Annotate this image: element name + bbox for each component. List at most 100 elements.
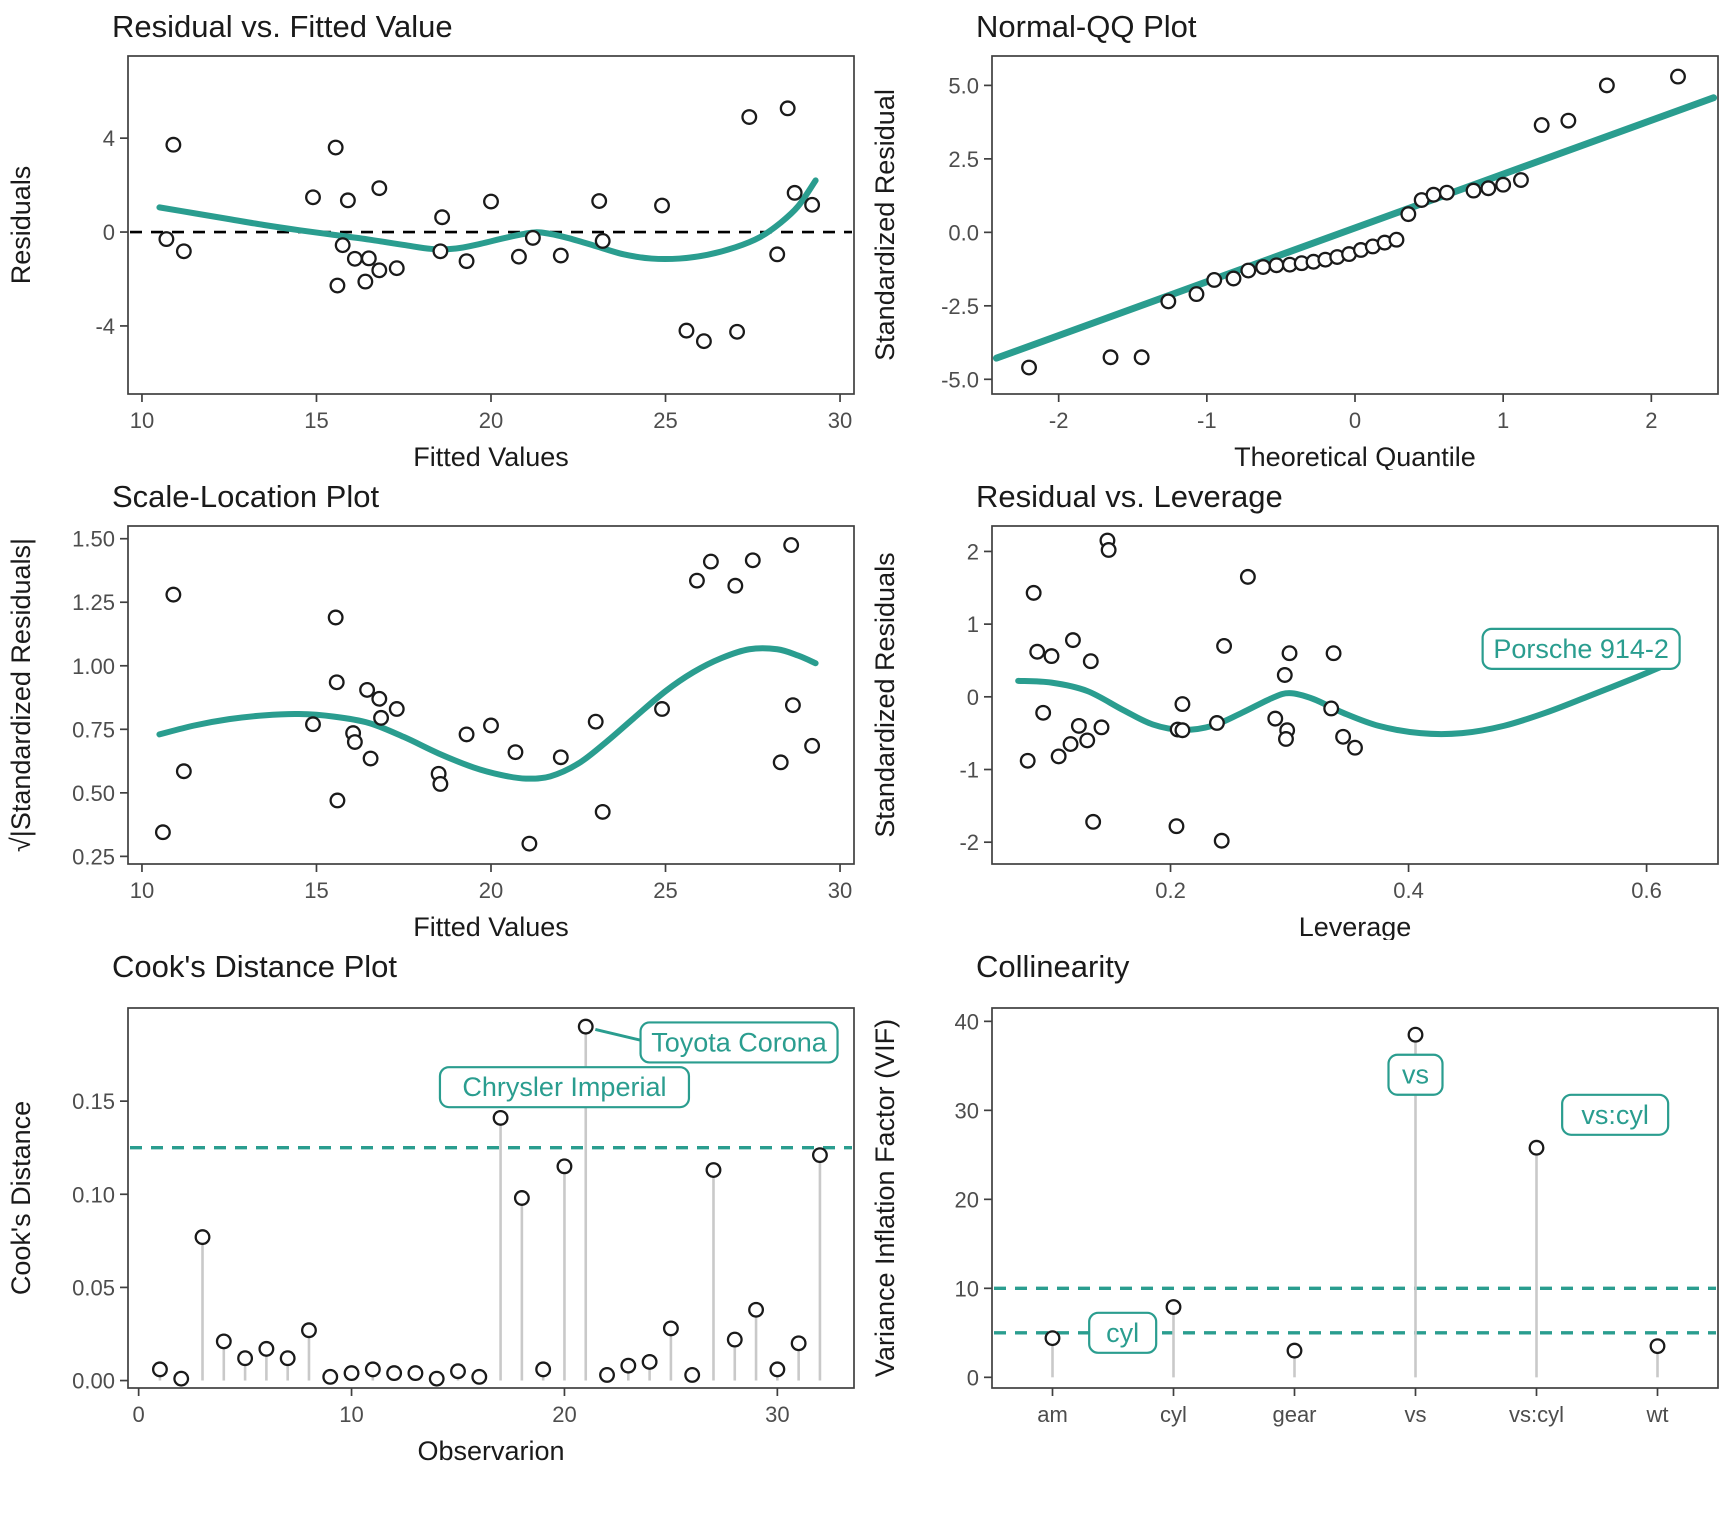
data-point — [158, 231, 175, 248]
data-point — [450, 1363, 466, 1380]
data-point — [620, 1357, 637, 1374]
y-tick-label: 4 — [103, 126, 115, 151]
x-tick-label: 20 — [479, 408, 503, 433]
data-point — [346, 250, 363, 267]
data-point — [364, 1361, 381, 1378]
data-point — [1239, 568, 1256, 585]
data-point — [524, 229, 541, 246]
data-point — [1225, 270, 1242, 287]
x-tick-label: 10 — [130, 878, 154, 903]
data-point — [1649, 1338, 1666, 1355]
data-point — [552, 749, 569, 766]
y-axis-title: Standardized Residuals — [870, 552, 900, 837]
x-tick-label: -1 — [1197, 408, 1217, 433]
data-point — [165, 136, 182, 153]
data-point — [783, 537, 800, 554]
y-tick-label: 0.25 — [72, 844, 115, 869]
data-point — [328, 674, 345, 691]
data-point — [1495, 176, 1512, 193]
data-point — [371, 690, 388, 707]
data-point — [432, 243, 449, 260]
data-point — [535, 1361, 552, 1378]
y-tick-label: 10 — [955, 1276, 979, 1301]
data-point — [1168, 818, 1185, 835]
data-point — [790, 1335, 807, 1352]
y-tick-label: 0.10 — [72, 1182, 115, 1207]
annotation-label: Toyota Corona — [651, 1027, 828, 1057]
data-point — [1407, 1026, 1424, 1043]
data-point — [688, 572, 705, 589]
annotation-label: Chrysler Imperial — [462, 1072, 666, 1102]
data-point — [513, 1190, 530, 1206]
data-point — [1102, 349, 1119, 366]
data-point — [705, 1162, 722, 1179]
plot-panel — [127, 1007, 855, 1389]
data-point — [507, 744, 524, 761]
smooth-line — [156, 645, 819, 782]
data-point — [1043, 648, 1060, 665]
x-tick-label: 0.2 — [1155, 878, 1186, 903]
data-point — [1425, 186, 1442, 203]
scale-location-chart: 10 15 20 25 30 0.25 0.50 0.75 1.00 1.25 1.50 Fitted… — [6, 525, 855, 940]
data-point — [175, 243, 192, 260]
data-point — [175, 763, 192, 780]
residual-vs-leverage-chart: Porsche 914-2 0.2 0.4 0.6 -2 -1 0 1 2 Leverage Sta… — [870, 525, 1719, 940]
data-point — [1480, 180, 1497, 197]
data-point — [1281, 645, 1298, 662]
data-point — [483, 193, 499, 210]
cooks-distance-title: Cook's Distance Plot — [112, 949, 398, 984]
annotation-box — [438, 1066, 691, 1109]
data-point — [748, 1301, 765, 1318]
x-tick-label: 2 — [1645, 408, 1657, 433]
y-tick-label: 0.15 — [72, 1089, 115, 1114]
y-tick-label: 0.00 — [72, 1369, 115, 1394]
data-point — [1050, 748, 1067, 765]
data-point — [1325, 645, 1342, 662]
cooks-distance-chart: Toyota Corona Chrysler Imperial 0 10 20 30 0.0… — [6, 1007, 855, 1466]
data-point — [1598, 77, 1615, 94]
data-point — [165, 586, 182, 603]
data-point — [1670, 68, 1686, 85]
x-tick-label: 0 — [1349, 408, 1361, 433]
residual-vs-fitted-chart: 10 15 20 25 30 -4 0 4 Fitted Values Residuals — [6, 55, 855, 470]
data-point — [1560, 112, 1577, 129]
data-point — [1070, 717, 1087, 734]
data-point — [1512, 172, 1529, 188]
data-point — [301, 1322, 317, 1339]
data-point — [483, 717, 499, 734]
data-point — [360, 250, 377, 267]
x-tick-label: 15 — [304, 878, 328, 903]
data-point — [1465, 182, 1482, 199]
data-point — [702, 553, 719, 570]
data-point — [1528, 1139, 1545, 1156]
data-point — [1064, 632, 1081, 649]
y-tick-label: 30 — [955, 1098, 979, 1123]
x-tick-label: 20 — [479, 878, 503, 903]
normal-qq-title: Normal-QQ Plot — [976, 9, 1197, 44]
y-tick-label: 1.50 — [72, 527, 115, 552]
smooth-line — [1015, 657, 1680, 738]
data-point — [784, 697, 801, 714]
data-point — [1208, 715, 1225, 731]
annotation-label: vs:cyl — [1581, 1100, 1649, 1130]
data-point — [786, 184, 803, 201]
y-axis-title: Standardized Residual — [870, 89, 900, 361]
data-point — [1335, 728, 1352, 745]
x-tick-label: 10 — [339, 1402, 363, 1427]
data-point — [521, 835, 538, 852]
y-axis-title: Variance Inflation Factor (VIF) — [870, 1019, 900, 1377]
annotation-label: vs — [1402, 1060, 1429, 1090]
data-point — [339, 192, 356, 209]
data-point — [556, 1158, 573, 1175]
y-tick-label: 2 — [967, 539, 979, 564]
x-tick-label: 15 — [304, 408, 328, 433]
panel-residual-vs-leverage: Residual vs. Leverage Porsche 914-2 0.2 0.… — [864, 470, 1728, 940]
data-point — [237, 1350, 254, 1367]
data-point — [471, 1368, 488, 1385]
data-point — [1400, 206, 1417, 223]
y-tick-label: 40 — [955, 1009, 979, 1034]
x-tick-label: 25 — [653, 408, 677, 433]
data-point — [1019, 752, 1036, 769]
data-point — [1267, 710, 1284, 727]
x-tick-label: vs — [1405, 1402, 1427, 1427]
